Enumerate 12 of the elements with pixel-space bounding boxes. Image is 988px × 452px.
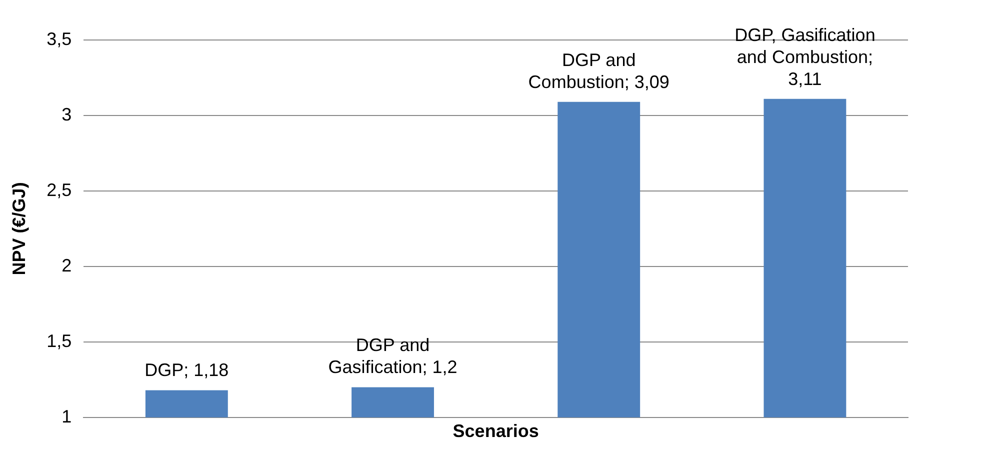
data-label: DGP, Gasification and Combustion; 3,11 (734, 24, 876, 89)
y-tick-label: 2 (62, 255, 72, 276)
y-tick-label: 1 (62, 406, 72, 426)
y-tick-label: 3,5 (46, 28, 72, 49)
y-axis-title: NPV (€/GJ) (8, 182, 29, 276)
data-label: DGP and Gasification; 1,2 (328, 335, 458, 378)
y-tick-label: 3 (62, 104, 72, 124)
data-label: DGP; 1,18 (144, 360, 229, 380)
data-label: DGP and Combustion; 3,09 (528, 50, 670, 92)
x-axis-title: Scenarios (452, 421, 539, 442)
y-tick-label: 1,5 (46, 330, 72, 351)
y-tick-label: 2,5 (46, 180, 72, 200)
